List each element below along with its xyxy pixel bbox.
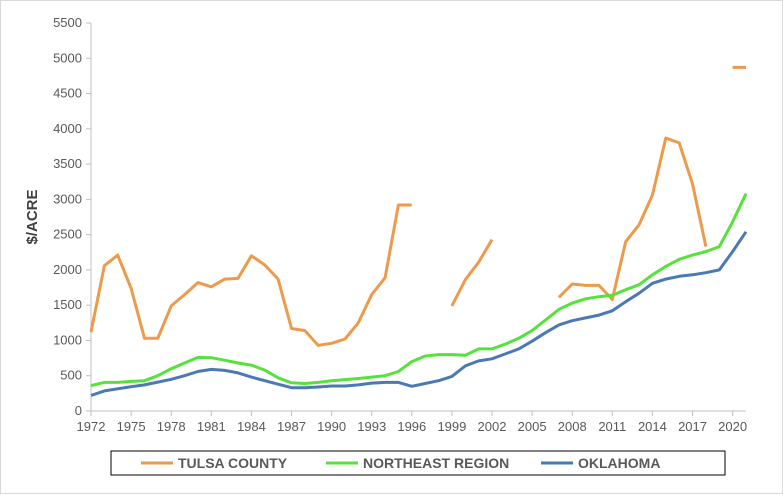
x-tick-label: 1972 bbox=[77, 419, 106, 434]
legend: TULSA COUNTY NORTHEAST REGION OKLAHOMA bbox=[110, 450, 726, 476]
series-line-0 bbox=[557, 136, 708, 301]
x-tick-label: 2011 bbox=[598, 419, 626, 434]
y-tick-label: 1500 bbox=[53, 297, 82, 312]
y-tick-label: 4000 bbox=[53, 121, 82, 136]
y-tick-label: 2500 bbox=[53, 227, 82, 242]
x-tick-label: 1987 bbox=[277, 419, 306, 434]
legend-label: OKLAHOMA bbox=[578, 455, 660, 471]
x-axis-ticks: 1972 1975 1978 1981 1984 1987 1990 1993 1996 1999… bbox=[77, 411, 747, 434]
series-lines bbox=[89, 65, 748, 397]
x-tick-label: 2014 bbox=[638, 419, 667, 434]
y-tick-label: 5500 bbox=[53, 15, 82, 30]
x-tick-label: 2017 bbox=[678, 419, 707, 434]
y-tick-label: 3000 bbox=[53, 191, 82, 206]
x-tick-label: 1999 bbox=[437, 419, 466, 434]
x-tick-label: 2020 bbox=[718, 419, 747, 434]
x-tick-label: 1978 bbox=[157, 419, 186, 434]
legend-box bbox=[110, 450, 726, 476]
y-tick-label: 5000 bbox=[53, 50, 82, 65]
y-tick-label: 3500 bbox=[53, 156, 82, 171]
x-tick-label: 1975 bbox=[117, 419, 146, 434]
y-tick-label: 1000 bbox=[53, 332, 82, 347]
x-tick-label: 2005 bbox=[518, 419, 547, 434]
y-tick-label: 500 bbox=[60, 368, 82, 383]
x-tick-label: 1996 bbox=[397, 419, 426, 434]
x-tick-label: 1990 bbox=[317, 419, 346, 434]
x-tick-label: 1993 bbox=[357, 419, 386, 434]
y-tick-label: 4500 bbox=[53, 86, 82, 101]
y-axis-ticks: 0 500 1000 1500 2000 2500 3000 3500 4000 4500 5000… bbox=[53, 15, 91, 418]
x-tick-label: 2002 bbox=[478, 419, 507, 434]
axes bbox=[90, 23, 746, 412]
y-tick-label: 2000 bbox=[53, 262, 82, 277]
x-tick-label: 1981 bbox=[197, 419, 226, 434]
series-line-1 bbox=[90, 193, 748, 388]
y-tick-label: 0 bbox=[75, 403, 82, 418]
series-line-2 bbox=[90, 230, 748, 397]
series-line-0 bbox=[89, 203, 412, 347]
x-tick-label: 1984 bbox=[237, 419, 266, 434]
series-line-0 bbox=[450, 238, 494, 307]
legend-label: TULSA COUNTY bbox=[178, 455, 288, 471]
x-tick-label: 2008 bbox=[558, 419, 587, 434]
y-axis-label: $/ACRE bbox=[24, 189, 41, 244]
legend-label: NORTHEAST REGION bbox=[363, 455, 509, 471]
